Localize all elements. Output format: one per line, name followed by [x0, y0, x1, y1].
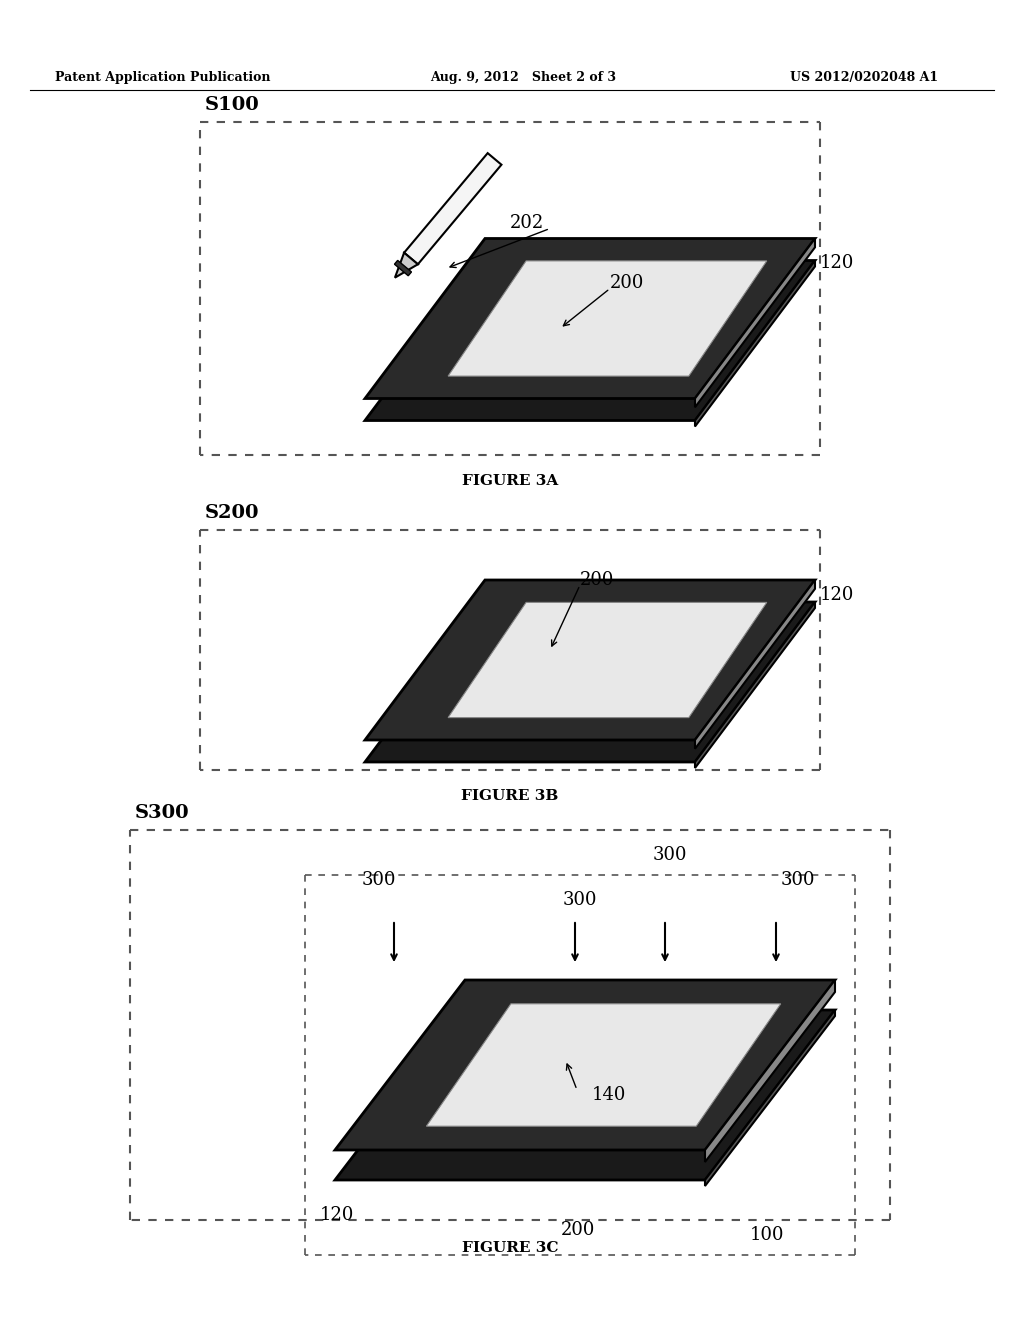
- Polygon shape: [395, 252, 418, 277]
- Text: FIGURE 3B: FIGURE 3B: [462, 789, 559, 803]
- Polygon shape: [335, 979, 835, 1150]
- Polygon shape: [365, 239, 815, 399]
- Text: 200: 200: [580, 572, 614, 589]
- Polygon shape: [365, 579, 815, 741]
- Polygon shape: [394, 260, 412, 276]
- Polygon shape: [705, 1010, 835, 1185]
- Polygon shape: [705, 979, 835, 1162]
- Text: 120: 120: [820, 255, 854, 272]
- Polygon shape: [404, 153, 502, 264]
- Polygon shape: [449, 602, 767, 718]
- Polygon shape: [449, 261, 767, 376]
- Text: S100: S100: [205, 96, 260, 114]
- Text: 300: 300: [653, 846, 687, 865]
- Text: 120: 120: [319, 1206, 354, 1224]
- Polygon shape: [365, 602, 815, 762]
- Polygon shape: [335, 1010, 835, 1180]
- Text: 100: 100: [750, 1226, 784, 1243]
- Text: FIGURE 3C: FIGURE 3C: [462, 1241, 558, 1255]
- Text: FIGURE 3A: FIGURE 3A: [462, 474, 558, 488]
- Polygon shape: [426, 1003, 780, 1126]
- Text: 300: 300: [781, 871, 815, 888]
- Text: 120: 120: [820, 586, 854, 605]
- Text: 300: 300: [362, 871, 396, 888]
- Text: S300: S300: [135, 804, 189, 822]
- Text: 200: 200: [610, 275, 644, 293]
- Text: Patent Application Publication: Patent Application Publication: [55, 71, 270, 84]
- Polygon shape: [695, 579, 815, 748]
- Text: 140: 140: [592, 1086, 627, 1104]
- Text: 200: 200: [561, 1221, 595, 1239]
- Text: S200: S200: [205, 504, 259, 521]
- Text: US 2012/0202048 A1: US 2012/0202048 A1: [790, 71, 938, 84]
- Text: 300: 300: [563, 891, 597, 909]
- Text: 202: 202: [510, 214, 544, 232]
- Polygon shape: [695, 602, 815, 768]
- Polygon shape: [365, 260, 815, 421]
- Polygon shape: [695, 239, 815, 408]
- Polygon shape: [695, 260, 815, 426]
- Text: Aug. 9, 2012   Sheet 2 of 3: Aug. 9, 2012 Sheet 2 of 3: [430, 71, 616, 84]
